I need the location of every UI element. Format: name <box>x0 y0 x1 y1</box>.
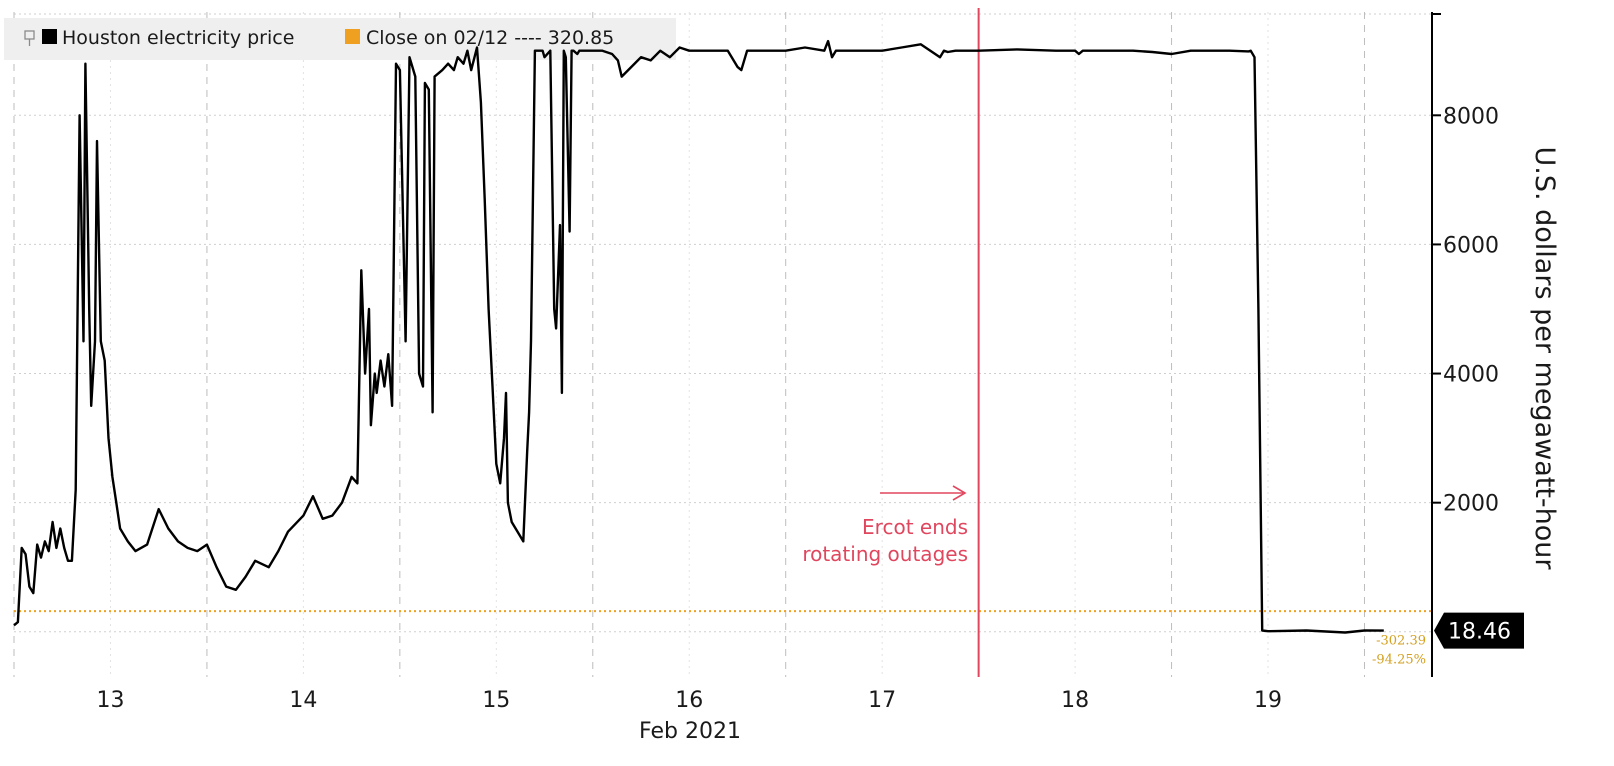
ytick-label: 2000 <box>1443 492 1499 517</box>
xtick-label: 16 <box>675 688 703 713</box>
change-percent: -94.25% <box>1372 653 1426 668</box>
legend-swatch-close <box>345 29 360 44</box>
x-axis-sublabel: Feb 2021 <box>639 719 741 744</box>
ytick-label: 6000 <box>1443 233 1499 258</box>
legend: Houston electricity price Close on 02/12… <box>4 18 676 60</box>
last-value-badge: 18.46 <box>1434 612 1524 649</box>
legend-label-price: Houston electricity price <box>62 27 294 49</box>
legend-label-close: Close on 02/12 ---- 320.85 <box>366 27 614 49</box>
xtick-label: 15 <box>482 688 510 713</box>
last-value-text: 18.46 <box>1448 620 1511 645</box>
annotation-line-1: Ercot ends <box>862 515 968 539</box>
x-ticks: 13 14 15 16 17 18 19 <box>96 688 1282 713</box>
grid <box>13 12 1432 677</box>
xtick-label: 13 <box>96 688 124 713</box>
xtick-label: 14 <box>289 688 317 713</box>
annotation-arrowhead <box>952 485 967 501</box>
last-value-badge-background <box>1434 612 1524 649</box>
legend-pin-icon <box>24 30 35 46</box>
change-absolute: -302.39 <box>1376 634 1426 649</box>
annotation-line-2: rotating outages <box>802 542 968 566</box>
legend-swatch-price <box>42 29 57 44</box>
series-line-houston-price <box>13 39 1384 634</box>
y-ticks: 2000 4000 6000 8000 <box>1432 13 1499 517</box>
xtick-label: 19 <box>1254 688 1282 713</box>
ytick-label: 8000 <box>1443 104 1499 129</box>
ytick-label: 4000 <box>1443 363 1499 388</box>
annotation: Ercot ends rotating outages <box>802 485 968 566</box>
series-group <box>13 39 1384 634</box>
xtick-label: 17 <box>868 688 896 713</box>
xtick-label: 18 <box>1061 688 1089 713</box>
y-axis-label: U.S. dollars per megawatt-hour <box>1529 146 1560 570</box>
